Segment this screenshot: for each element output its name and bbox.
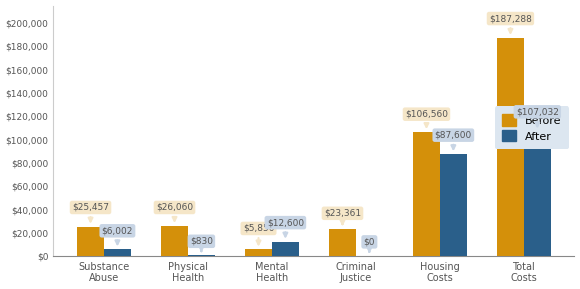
Text: $25,457: $25,457 <box>72 203 109 221</box>
Bar <box>245 249 272 256</box>
Bar <box>188 255 215 256</box>
Bar <box>161 226 188 256</box>
Bar <box>104 249 131 256</box>
Bar <box>272 242 299 256</box>
Text: $830: $830 <box>190 237 213 251</box>
Text: $106,560: $106,560 <box>405 110 448 127</box>
Text: $23,361: $23,361 <box>324 209 361 224</box>
Bar <box>413 132 440 256</box>
Bar <box>497 38 524 256</box>
Bar <box>524 131 551 256</box>
Bar <box>77 227 104 256</box>
Text: $187,288: $187,288 <box>489 14 532 33</box>
Text: $5,850: $5,850 <box>243 224 274 244</box>
Text: $6,002: $6,002 <box>102 226 133 244</box>
Text: $12,600: $12,600 <box>267 218 304 236</box>
Text: $107,032: $107,032 <box>516 107 559 126</box>
Text: $0: $0 <box>364 237 375 252</box>
Legend: Before, After: Before, After <box>495 106 569 149</box>
Text: $87,600: $87,600 <box>435 131 472 149</box>
Bar <box>440 154 467 256</box>
Bar <box>329 229 356 256</box>
Text: $26,060: $26,060 <box>156 203 193 221</box>
